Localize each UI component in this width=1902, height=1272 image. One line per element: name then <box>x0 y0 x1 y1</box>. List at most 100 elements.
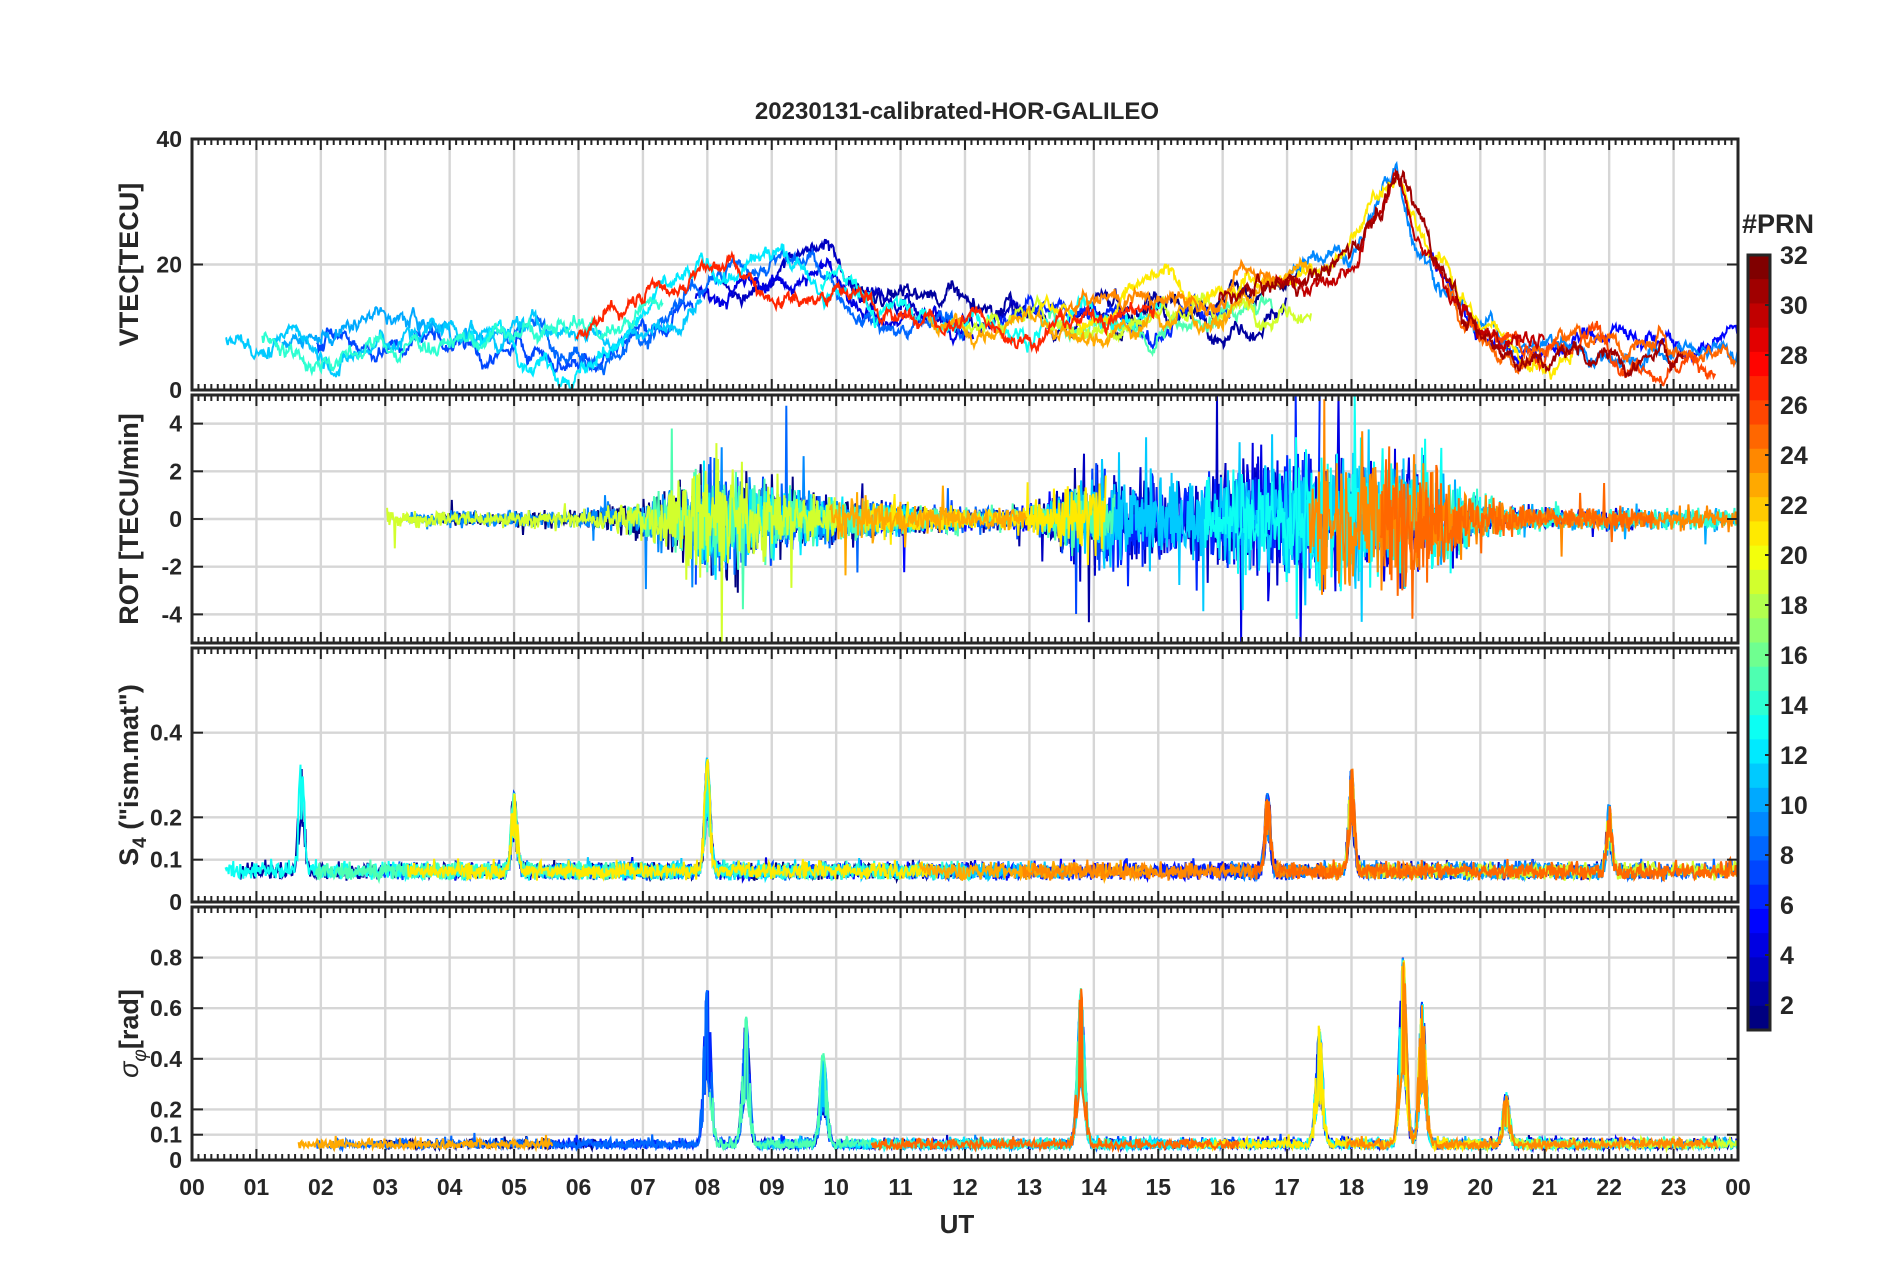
series-line-prn-24 <box>1059 258 1275 321</box>
x-tick-label: 18 <box>1339 1174 1365 1200</box>
y-tick-label: 0 <box>169 506 182 532</box>
colorbar-tick-label: 30 <box>1780 292 1808 320</box>
x-tick-label: 15 <box>1145 1174 1171 1200</box>
colorbar-segment <box>1748 618 1770 643</box>
x-tick-label: 00 <box>179 1174 205 1200</box>
x-tick-label: 16 <box>1210 1174 1236 1200</box>
colorbar-tick-label: 18 <box>1780 592 1808 620</box>
colorbar-tick-label: 16 <box>1780 642 1808 670</box>
series-line-prn-31 <box>1217 169 1684 378</box>
colorbar-segment <box>1748 521 1770 547</box>
x-tick-label: 21 <box>1532 1174 1558 1200</box>
y-tick-label: 0.8 <box>150 945 182 971</box>
colorbar-segment <box>1748 351 1770 377</box>
series-line-prn-19 <box>1323 784 1738 883</box>
y-tick-label: 0.2 <box>150 804 182 830</box>
colorbar-segment <box>1748 569 1770 595</box>
panel-s4: 0 0.1 0.2 0.4S4 ("ism.mat") <box>114 646 1740 915</box>
y-tick-label: 0.1 <box>150 847 182 873</box>
series-group <box>297 957 1738 1154</box>
series-group <box>386 395 1738 643</box>
colorbar-segment <box>1748 376 1770 401</box>
colorbar-tick-label: 12 <box>1780 742 1808 770</box>
series-line-prn-10 <box>1394 958 1738 1153</box>
x-tick-label: 08 <box>695 1174 721 1200</box>
x-tick-label: 01 <box>244 1174 270 1200</box>
x-tick-label: 11 <box>888 1174 913 1200</box>
colorbar-tick-label: 10 <box>1780 792 1808 820</box>
x-tick-label: 09 <box>759 1174 785 1200</box>
colorbar-segment <box>1748 981 1770 1007</box>
colorbar-segment <box>1748 860 1770 886</box>
panel-rot: -4 -2 0 2 4 ROT [TECU/min] <box>114 393 1740 645</box>
y-tick-label: 2 <box>169 458 182 484</box>
series-line-prn-12 <box>844 992 1224 1153</box>
x-tick-label: 17 <box>1274 1174 1300 1200</box>
series-line-prn-1 <box>503 762 989 885</box>
y-tick-label: 0 <box>169 377 182 403</box>
colorbar-segment <box>1748 1005 1770 1031</box>
colorbar-tick-label: 28 <box>1780 342 1808 370</box>
series-line-prn-23 <box>829 485 1028 576</box>
colorbar-segment <box>1748 327 1770 353</box>
y-tick-label: 0.1 <box>150 1122 182 1148</box>
series-group <box>224 757 1738 885</box>
y-tick-label: 40 <box>156 126 182 152</box>
colorbar-frame <box>1746 253 1772 1032</box>
colorbar-segment <box>1748 545 1770 571</box>
colorbar-tick-label: 6 <box>1780 892 1794 920</box>
y-tick-label: -4 <box>162 601 183 627</box>
colorbar-segment <box>1748 763 1770 789</box>
y-tick-label: 0.2 <box>150 1096 182 1122</box>
series-line-prn-19 <box>386 443 845 643</box>
colorbar-segment <box>1748 472 1770 498</box>
series-line-prn-15 <box>708 988 1111 1153</box>
y-tick-label: -2 <box>162 554 182 580</box>
x-tick-label: 02 <box>308 1174 334 1200</box>
colorbar-tick-label: 14 <box>1780 692 1808 720</box>
x-tick-label: 00 <box>1725 1174 1751 1200</box>
x-tick-label: 05 <box>501 1174 527 1200</box>
x-tick-label: 10 <box>823 1174 849 1200</box>
colorbar-segment <box>1748 255 1770 280</box>
colorbar-segment <box>1748 594 1770 619</box>
colorbar-segment <box>1748 666 1770 692</box>
x-tick-label: 14 <box>1081 1174 1107 1200</box>
series-line-prn-12 <box>468 243 874 390</box>
y-tick-label: 0.4 <box>150 1046 182 1072</box>
series-line-prn-24 <box>1346 962 1719 1153</box>
x-tick-label: 12 <box>952 1174 978 1200</box>
x-tick-label: 23 <box>1661 1174 1687 1200</box>
y-axis-label: ROT [TECU/min] <box>114 413 144 624</box>
y-tick-label: 0 <box>169 1147 182 1173</box>
colorbar-segment <box>1748 279 1770 304</box>
y-tick-label: 0.4 <box>150 720 182 746</box>
series-line-prn-25 <box>1379 446 1655 619</box>
colorbar-segment <box>1748 690 1770 716</box>
series-line-prn-21 <box>1038 171 1574 380</box>
colorbar-segment <box>1748 908 1770 934</box>
colorbar-segment <box>1748 884 1770 910</box>
y-axis-label: S4 ("ism.mat") <box>114 684 151 866</box>
panel-vtec: 0 20 40 VTEC[TECU] <box>114 126 1740 403</box>
colorbar-segment <box>1748 787 1770 813</box>
series-line-prn-23 <box>918 859 1158 885</box>
series-line-prn-14 <box>261 296 664 377</box>
series-line-prn-23 <box>297 1134 554 1153</box>
series-group <box>225 160 1738 390</box>
series-line-prn-27 <box>575 250 1156 355</box>
colorbar-tick-label: 32 <box>1780 242 1808 270</box>
x-tick-label: 07 <box>630 1174 656 1200</box>
series-line-prn-15 <box>1047 293 1274 358</box>
colorbar-segment <box>1748 836 1770 861</box>
series-line-prn-25 <box>1251 769 1738 883</box>
y-tick-label: 0 <box>169 889 182 915</box>
x-tick-label: 06 <box>566 1174 592 1200</box>
series-line-prn-30 <box>1274 167 1545 353</box>
colorbar-segment <box>1748 739 1770 765</box>
y-axis-label: VTEC[TECU] <box>114 183 144 347</box>
series-line-prn-8 <box>315 990 833 1153</box>
